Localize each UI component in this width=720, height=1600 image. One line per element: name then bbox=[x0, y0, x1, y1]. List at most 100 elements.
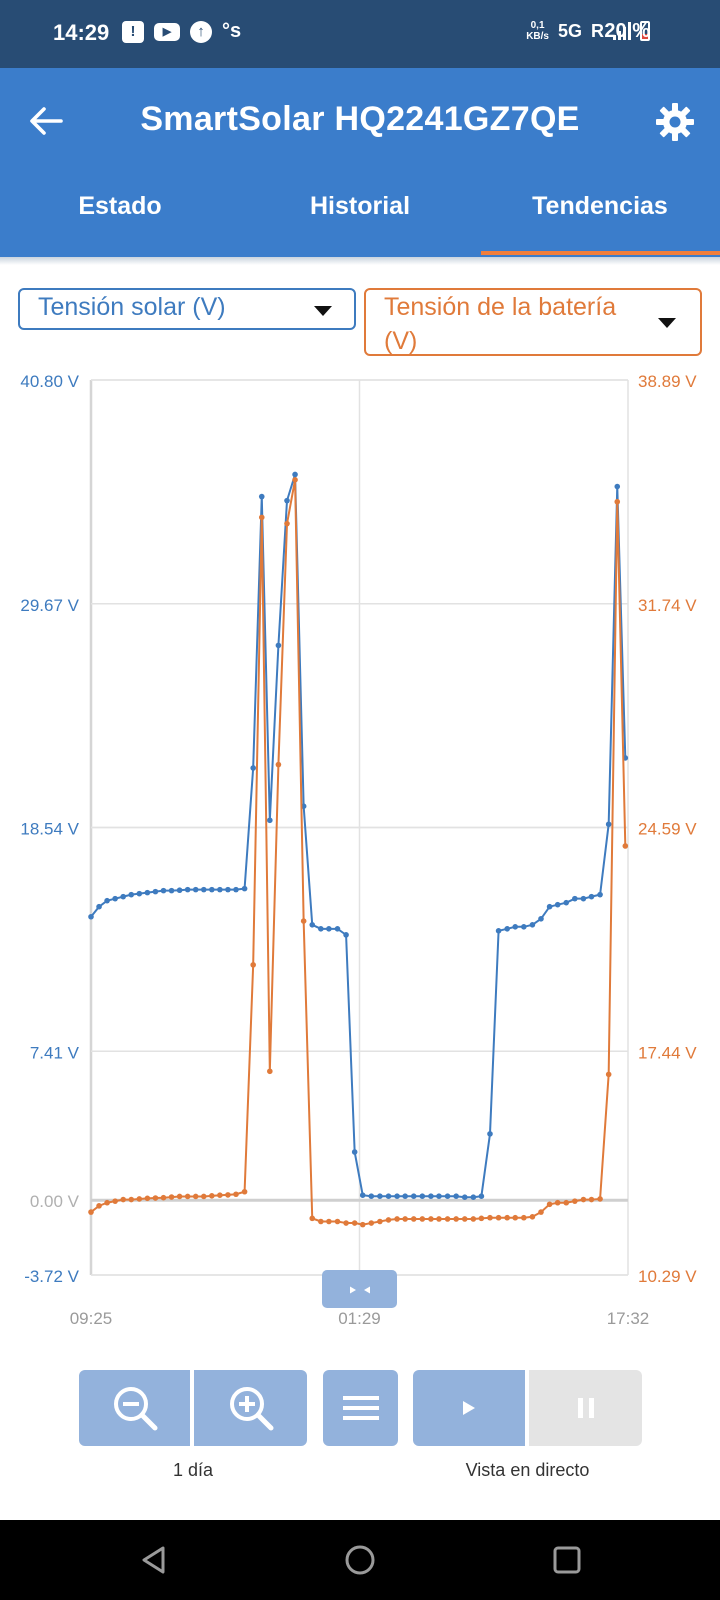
menu-button[interactable] bbox=[323, 1370, 398, 1446]
x-tick-label: 17:32 bbox=[607, 1309, 650, 1328]
data-point bbox=[385, 1217, 392, 1223]
data-point bbox=[605, 821, 612, 828]
data-point bbox=[504, 926, 510, 932]
data-point bbox=[580, 1196, 587, 1203]
data-point bbox=[192, 886, 199, 893]
data-point bbox=[554, 901, 561, 908]
data-point bbox=[359, 1221, 366, 1228]
data-point bbox=[136, 890, 143, 897]
data-point bbox=[614, 498, 621, 505]
data-point bbox=[284, 497, 290, 504]
trend-chart[interactable]: 40.80 V 29.67 V 18.54 V 7.41 V 0.00 V -3.72 V… bbox=[0, 370, 720, 1330]
y-left-tick-label: 40.80 V bbox=[20, 372, 79, 391]
y-left-tick-label: 0.00 V bbox=[30, 1192, 80, 1211]
y-right-tick-label: 24.59 V bbox=[638, 820, 697, 839]
data-point bbox=[436, 1216, 442, 1222]
data-point bbox=[410, 1216, 417, 1222]
data-point bbox=[241, 885, 248, 892]
data-point bbox=[104, 1199, 110, 1206]
tab-historial[interactable]: Historial bbox=[309, 192, 411, 220]
zoom-in-button[interactable] bbox=[194, 1370, 307, 1446]
data-point bbox=[292, 477, 298, 483]
data-point bbox=[461, 1216, 468, 1222]
data-point bbox=[368, 1193, 375, 1199]
data-point bbox=[351, 1220, 358, 1226]
data-point bbox=[470, 1194, 477, 1201]
data-point bbox=[563, 1199, 570, 1206]
settings-button[interactable] bbox=[654, 101, 696, 143]
data-point bbox=[96, 1203, 102, 1209]
data-point bbox=[200, 886, 207, 893]
roaming-indicator: R bbox=[591, 20, 604, 41]
data-point bbox=[300, 918, 307, 924]
data-point bbox=[318, 926, 324, 932]
solar-voltage-select[interactable]: Tensión solar (V) bbox=[18, 288, 356, 330]
pause-button[interactable] bbox=[529, 1370, 642, 1446]
data-point bbox=[318, 1218, 324, 1225]
pan-handle-bg[interactable] bbox=[322, 1270, 397, 1308]
x-tick-label: 01:29 bbox=[338, 1309, 381, 1328]
tab-tendencias[interactable]: Tendencias bbox=[532, 192, 668, 220]
data-point bbox=[377, 1193, 383, 1199]
x-tick-label: 09:25 bbox=[70, 1309, 113, 1328]
zoom-period-label: 1 día bbox=[172, 1460, 214, 1480]
data-point bbox=[160, 887, 167, 894]
battery-voltage-select-value: Tensión de la batería (V) bbox=[384, 293, 617, 355]
back-button[interactable] bbox=[26, 101, 66, 141]
zoom-out-button[interactable] bbox=[79, 1370, 190, 1446]
data-point bbox=[453, 1216, 459, 1222]
notification-icons: ! ▶ ↑ °s bbox=[122, 20, 241, 43]
data-point bbox=[241, 1188, 248, 1195]
data-point bbox=[478, 1215, 485, 1222]
data-point bbox=[436, 1193, 442, 1199]
y-left-tick-label: 18.54 V bbox=[20, 820, 79, 839]
data-point bbox=[96, 903, 102, 910]
nav-recents-button[interactable] bbox=[547, 1542, 587, 1578]
data-point bbox=[470, 1216, 477, 1222]
data-point bbox=[495, 928, 502, 934]
data-point bbox=[521, 1214, 527, 1221]
data-point bbox=[487, 1131, 493, 1137]
gear-icon bbox=[656, 103, 694, 141]
data-point bbox=[168, 1194, 175, 1200]
series-battery-voltage bbox=[88, 477, 629, 1228]
data-point bbox=[572, 895, 578, 902]
data-point bbox=[144, 889, 151, 896]
series-solar-voltage bbox=[88, 471, 629, 1201]
net-speed: 0,1 KB/s bbox=[526, 20, 549, 42]
data-point bbox=[120, 893, 127, 900]
data-point bbox=[88, 1209, 94, 1215]
data-point bbox=[385, 1193, 392, 1199]
data-point bbox=[326, 1218, 332, 1225]
data-point bbox=[209, 886, 215, 893]
nav-back-button[interactable] bbox=[134, 1542, 174, 1578]
data-point bbox=[563, 899, 570, 906]
data-point bbox=[546, 1201, 553, 1208]
data-point bbox=[428, 1193, 434, 1199]
data-point bbox=[351, 1149, 358, 1155]
data-point bbox=[217, 886, 223, 893]
y-left-tick-label: 7.41 V bbox=[30, 1043, 80, 1062]
data-point bbox=[168, 887, 175, 894]
nav-home-button[interactable] bbox=[340, 1542, 380, 1578]
data-point bbox=[112, 895, 118, 902]
data-point bbox=[334, 1218, 341, 1225]
series-line bbox=[90, 474, 627, 1199]
x-axis-labels: 09:25 01:29 17:32 bbox=[70, 1309, 650, 1328]
data-point bbox=[580, 895, 587, 902]
data-point bbox=[144, 1195, 151, 1202]
data-point bbox=[359, 1192, 366, 1198]
play-button[interactable] bbox=[413, 1370, 525, 1446]
pan-handle[interactable] bbox=[322, 1270, 397, 1308]
data-point bbox=[258, 514, 265, 521]
data-point bbox=[176, 1193, 183, 1200]
battery-voltage-select[interactable]: Tensión de la batería (V) bbox=[364, 288, 702, 356]
data-point bbox=[176, 887, 183, 894]
data-point bbox=[495, 1214, 502, 1221]
y-axis-left-labels: 40.80 V 29.67 V 18.54 V 7.41 V 0.00 V -3.72 V bbox=[20, 372, 79, 1286]
data-point bbox=[419, 1193, 426, 1199]
data-point bbox=[410, 1193, 417, 1199]
data-point bbox=[622, 843, 629, 849]
signal-icon bbox=[613, 22, 631, 40]
tab-estado[interactable]: Estado bbox=[78, 192, 162, 220]
